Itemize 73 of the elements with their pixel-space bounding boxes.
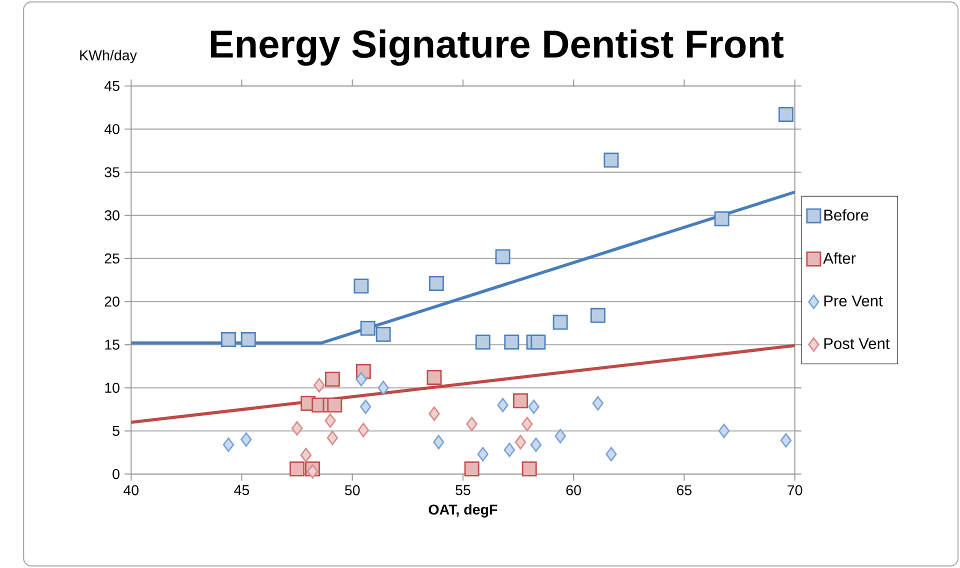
point (376, 326, 391, 342)
point (528, 400, 540, 414)
point (356, 372, 367, 386)
y-tick-label: 25 (104, 253, 120, 264)
point (495, 249, 510, 264)
point (514, 434, 526, 450)
point (714, 211, 730, 226)
point (306, 464, 318, 479)
point (497, 398, 508, 412)
y-axis-title: KWh/day (80, 50, 137, 64)
point (433, 434, 444, 450)
point (504, 334, 520, 350)
x-tick-label: 40 (124, 485, 138, 496)
y-tick-label: 15 (105, 340, 120, 350)
legend-label: Pre Vent (824, 296, 883, 306)
legend-label: Before (824, 209, 868, 221)
point (513, 393, 528, 408)
point (466, 416, 478, 432)
point (378, 380, 389, 396)
point (240, 332, 256, 348)
point (718, 424, 730, 438)
point (780, 433, 792, 448)
legend-label: After (823, 252, 856, 264)
legend-label: Post Vent (824, 338, 890, 350)
point (530, 334, 546, 350)
point (590, 308, 606, 323)
point (220, 332, 236, 348)
point (606, 447, 617, 462)
y-tick-label: 5 (112, 426, 120, 436)
point (300, 448, 312, 462)
x-tick-label: 55 (456, 485, 470, 496)
x-tick-label: 70 (788, 485, 802, 496)
y-tick-label: 20 (104, 296, 120, 307)
point (522, 416, 533, 432)
point (428, 406, 440, 421)
point (324, 372, 340, 387)
point (291, 421, 303, 436)
point (530, 438, 542, 452)
point (358, 422, 370, 438)
point (475, 334, 490, 350)
point (428, 276, 444, 292)
y-tick-label: 30 (104, 210, 120, 220)
chart-title: Energy Signature Dentist Front (210, 29, 784, 66)
x-tick-label: 65 (677, 485, 692, 496)
point (290, 461, 305, 476)
y-tick-label: 10 (105, 382, 120, 393)
y-tick-label: 35 (104, 167, 120, 178)
point (592, 396, 604, 411)
point (314, 378, 325, 393)
point (240, 432, 252, 447)
y-tick-label: 0 (112, 469, 120, 480)
point (554, 428, 566, 444)
y-tick-label: 40 (104, 124, 120, 134)
x-tick-label: 60 (566, 485, 581, 496)
point (324, 413, 336, 428)
point (464, 461, 480, 476)
y-tick-label: 45 (104, 81, 120, 92)
x-tick-label: 50 (344, 485, 360, 496)
point (604, 152, 619, 168)
point (222, 438, 234, 452)
point (326, 430, 338, 446)
x-tick-label: 45 (234, 485, 250, 496)
point (426, 370, 442, 386)
point (522, 461, 537, 476)
point (778, 107, 794, 122)
point (504, 442, 516, 458)
x-axis-title: OAT, degF (428, 504, 498, 518)
point (354, 278, 369, 294)
point (477, 447, 488, 462)
point (552, 314, 568, 330)
point (360, 320, 376, 336)
point (360, 400, 372, 414)
point (327, 398, 342, 413)
